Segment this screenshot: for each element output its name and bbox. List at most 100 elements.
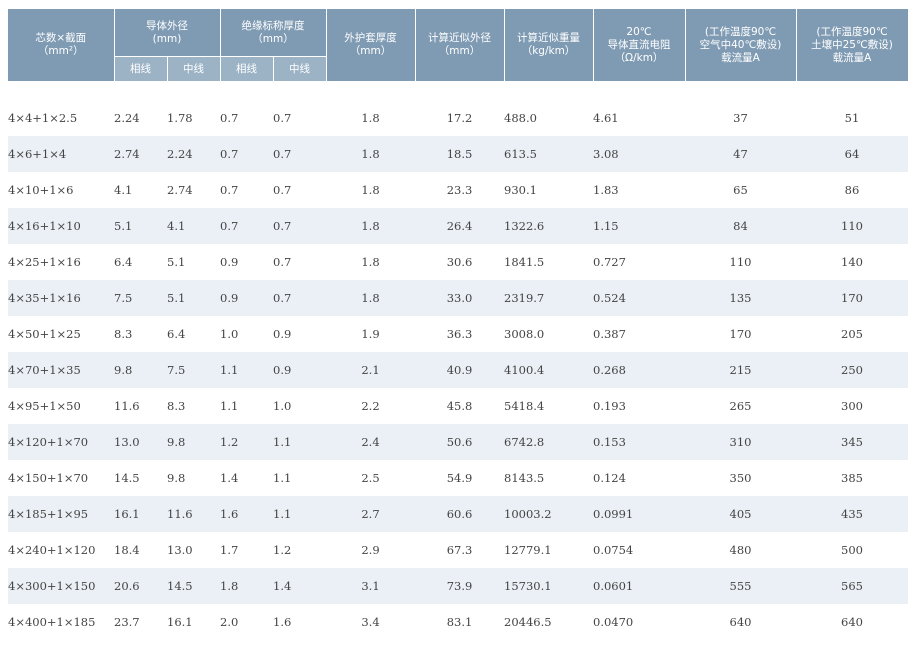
- cell-spec: 4×6+1×4: [8, 136, 114, 172]
- table-row: 4×4+1×2.5 2.24 1.78 0.7 0.7 1.8 17.2 488.0 4.61 3…: [8, 100, 908, 136]
- cell-outer-diameter: 83.1: [415, 604, 504, 640]
- cell-insulation-phase: 0.9: [220, 280, 273, 316]
- cell-sheath-thickness: 1.8: [326, 244, 415, 280]
- cell-outer-diameter: 23.3: [415, 172, 504, 208]
- cell-current-soil: 250: [796, 352, 908, 388]
- cell-conductor-phase: 2.24: [114, 100, 167, 136]
- cell-insulation-phase: 0.7: [220, 100, 273, 136]
- cell-current-soil: 565: [796, 568, 908, 604]
- cell-sheath-thickness: 1.9: [326, 316, 415, 352]
- cell-insulation-phase: 1.6: [220, 496, 273, 532]
- subheader-conductor-phase: 相线: [114, 56, 168, 81]
- header-spec: 芯数×截面 （mm²）: [8, 9, 115, 81]
- cell-conductor-neutral: 6.4: [167, 316, 220, 352]
- table-row: 4×400+1×185 23.7 16.1 2.0 1.6 3.4 83.1 20446.5 0…: [8, 604, 908, 640]
- table-row: 4×35+1×16 7.5 5.1 0.9 0.7 1.8 33.0 2319.7 0.524 1…: [8, 280, 908, 316]
- cell-sheath-thickness: 3.1: [326, 568, 415, 604]
- table-row: 4×300+1×150 20.6 14.5 1.8 1.4 3.1 73.9 15730.1 0…: [8, 568, 908, 604]
- cell-conductor-neutral: 5.1: [167, 244, 220, 280]
- cell-insulation-phase: 1.0: [220, 316, 273, 352]
- table-row: 4×25+1×16 6.4 5.1 0.9 0.7 1.8 30.6 1841.5 0.727 1…: [8, 244, 908, 280]
- table-body: 4×4+1×2.5 2.24 1.78 0.7 0.7 1.8 17.2 488.0 4.61 3…: [8, 100, 908, 640]
- cell-conductor-phase: 7.5: [114, 280, 167, 316]
- cell-spec: 4×95+1×50: [8, 388, 114, 424]
- cell-sheath-thickness: 2.2: [326, 388, 415, 424]
- cell-conductor-neutral: 2.74: [167, 172, 220, 208]
- cell-weight: 488.0: [504, 100, 593, 136]
- table-row: 4×120+1×70 13.0 9.8 1.2 1.1 2.4 50.6 6742.8 0.15…: [8, 424, 908, 460]
- cell-current-air: 110: [685, 244, 796, 280]
- cell-insulation-phase: 1.4: [220, 460, 273, 496]
- cell-spec: 4×4+1×2.5: [8, 100, 114, 136]
- cell-weight: 8143.5: [504, 460, 593, 496]
- cell-conductor-neutral: 11.6: [167, 496, 220, 532]
- cell-spec: 4×10+1×6: [8, 172, 114, 208]
- cell-conductor-neutral: 14.5: [167, 568, 220, 604]
- cell-insulation-neutral: 1.1: [273, 460, 326, 496]
- header-current-air: (工作温度90℃ 空气中40℃敷设) 载流量A: [685, 9, 797, 81]
- table-header: 芯数×截面 （mm²） 导体外径 (mm) 绝缘标称厚度 （mm） 外护套厚度 （mm）…: [8, 9, 909, 81]
- cell-sheath-thickness: 1.8: [326, 172, 415, 208]
- cell-spec: 4×16+1×10: [8, 208, 114, 244]
- cell-conductor-phase: 9.8: [114, 352, 167, 388]
- cell-outer-diameter: 50.6: [415, 424, 504, 460]
- cell-resistance: 1.83: [593, 172, 685, 208]
- cell-insulation-neutral: 1.1: [273, 496, 326, 532]
- cell-sheath-thickness: 2.9: [326, 532, 415, 568]
- cell-spec: 4×35+1×16: [8, 280, 114, 316]
- cell-current-soil: 385: [796, 460, 908, 496]
- cell-weight: 1841.5: [504, 244, 593, 280]
- cell-sheath-thickness: 3.4: [326, 604, 415, 640]
- cell-current-air: 555: [685, 568, 796, 604]
- cell-current-air: 84: [685, 208, 796, 244]
- cell-conductor-neutral: 13.0: [167, 532, 220, 568]
- cable-spec-table-container: 芯数×截面 （mm²） 导体外径 (mm) 绝缘标称厚度 （mm） 外护套厚度 （mm）…: [8, 9, 909, 640]
- cell-sheath-thickness: 1.8: [326, 208, 415, 244]
- cell-weight: 3008.0: [504, 316, 593, 352]
- table-row: 4×240+1×120 18.4 13.0 1.7 1.2 2.9 67.3 12779.1 0…: [8, 532, 908, 568]
- cell-insulation-neutral: 0.9: [273, 352, 326, 388]
- cell-outer-diameter: 30.6: [415, 244, 504, 280]
- cell-conductor-phase: 5.1: [114, 208, 167, 244]
- cell-resistance: 0.124: [593, 460, 685, 496]
- cell-conductor-neutral: 16.1: [167, 604, 220, 640]
- cell-conductor-neutral: 2.24: [167, 136, 220, 172]
- cell-outer-diameter: 60.6: [415, 496, 504, 532]
- cell-conductor-phase: 23.7: [114, 604, 167, 640]
- cell-current-air: 405: [685, 496, 796, 532]
- cell-conductor-neutral: 7.5: [167, 352, 220, 388]
- cell-insulation-phase: 0.9: [220, 244, 273, 280]
- cell-insulation-neutral: 0.7: [273, 244, 326, 280]
- header-weight: 计算近似重量 （kg/km）: [504, 9, 594, 81]
- cell-sheath-thickness: 2.7: [326, 496, 415, 532]
- cell-resistance: 0.153: [593, 424, 685, 460]
- cell-weight: 20446.5: [504, 604, 593, 640]
- cell-spec: 4×185+1×95: [8, 496, 114, 532]
- cell-weight: 5418.4: [504, 388, 593, 424]
- cell-outer-diameter: 17.2: [415, 100, 504, 136]
- header-resistance: 20℃ 导体直流电阻 （Ω/km）: [593, 9, 686, 81]
- cell-outer-diameter: 26.4: [415, 208, 504, 244]
- cell-current-air: 310: [685, 424, 796, 460]
- cell-conductor-neutral: 1.78: [167, 100, 220, 136]
- cell-sheath-thickness: 2.1: [326, 352, 415, 388]
- cell-resistance: 0.0470: [593, 604, 685, 640]
- cell-spec: 4×50+1×25: [8, 316, 114, 352]
- cell-conductor-neutral: 4.1: [167, 208, 220, 244]
- subheader-conductor-neutral: 中线: [167, 56, 221, 81]
- cell-spec: 4×25+1×16: [8, 244, 114, 280]
- cell-resistance: 3.08: [593, 136, 685, 172]
- subheader-insulation-phase: 相线: [220, 56, 274, 81]
- cell-insulation-neutral: 1.0: [273, 388, 326, 424]
- cell-current-air: 480: [685, 532, 796, 568]
- cell-outer-diameter: 33.0: [415, 280, 504, 316]
- cell-current-soil: 500: [796, 532, 908, 568]
- cell-insulation-phase: 1.1: [220, 388, 273, 424]
- cell-resistance: 0.0754: [593, 532, 685, 568]
- cell-outer-diameter: 54.9: [415, 460, 504, 496]
- cell-weight: 15730.1: [504, 568, 593, 604]
- table-row: 4×150+1×70 14.5 9.8 1.4 1.1 2.5 54.9 8143.5 0.12…: [8, 460, 908, 496]
- table-row: 4×70+1×35 9.8 7.5 1.1 0.9 2.1 40.9 4100.4 0.268 2…: [8, 352, 908, 388]
- header-gap: [8, 81, 908, 100]
- cell-insulation-phase: 1.7: [220, 532, 273, 568]
